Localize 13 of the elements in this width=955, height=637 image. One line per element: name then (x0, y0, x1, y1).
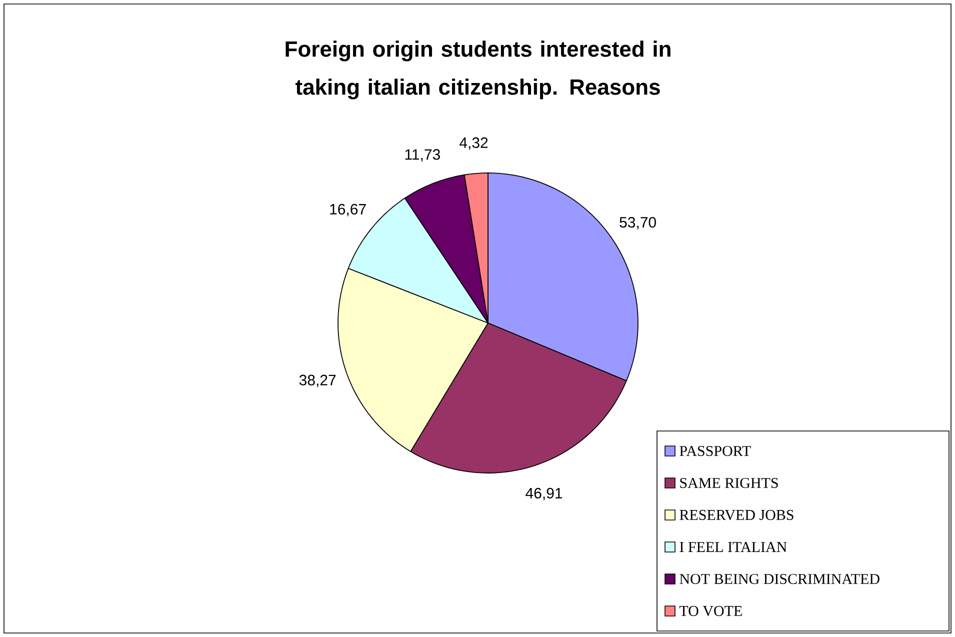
data-label: 16,67 (330, 204, 366, 216)
legend-label: PASSPORT (680, 446, 751, 456)
data-label: 38,27 (299, 374, 336, 388)
data-label: 4,32 (460, 137, 488, 150)
legend-label: TO VOTE (679, 606, 742, 616)
legend-label: NOT BEING DISCRIMINATED (680, 574, 880, 584)
data-label: 53,70 (620, 217, 656, 230)
data-label: 46,91 (526, 488, 562, 500)
legend-label: I FEEL ITALIAN (680, 542, 787, 552)
legend-label: RESERVED JOBS (680, 510, 794, 520)
chart-title: Foreign origin students interested in taking italian citizenship. Reasons (286, 40, 670, 100)
legend-label: SAME RIGHTS (680, 478, 778, 488)
data-label: 11,73 (405, 149, 440, 162)
